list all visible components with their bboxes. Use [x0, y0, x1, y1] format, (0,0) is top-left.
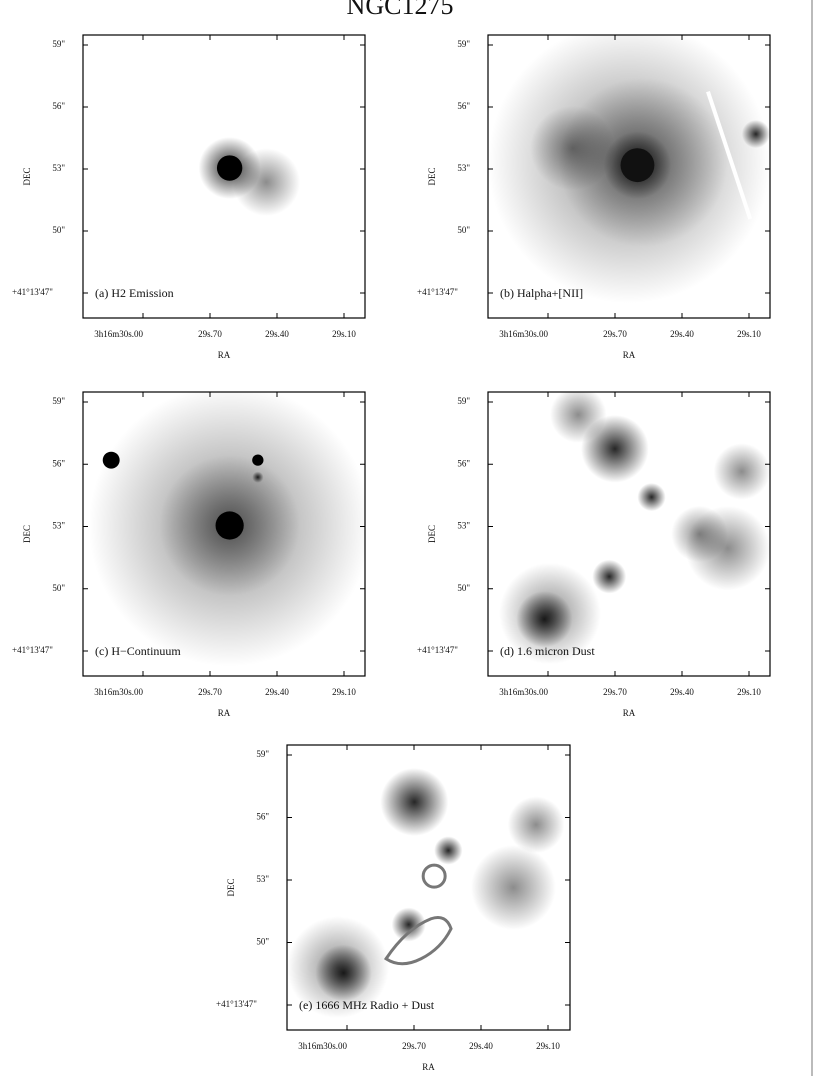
- y-axis-label: DEC: [226, 879, 236, 897]
- panel-frame: [286, 744, 571, 1031]
- panel-label: (c) H−Continuum: [95, 644, 181, 658]
- x-tick-label: 29s.10: [332, 329, 356, 339]
- x-tick-label: 29s.10: [737, 329, 761, 339]
- image-feature: [550, 392, 607, 443]
- image-feature: [252, 471, 264, 483]
- panel-label: (d) 1.6 micron Dust: [500, 644, 595, 658]
- y-tick-label: 50": [457, 583, 470, 593]
- x-axis-label: RA: [623, 350, 636, 360]
- y-tick-label: 50": [52, 583, 65, 593]
- image-feature: [713, 443, 770, 500]
- panel-label: (e) 1666 MHz Radio + Dust: [299, 998, 435, 1012]
- y-tick-label: 50": [457, 225, 470, 235]
- y-tick-label: 59": [457, 396, 470, 406]
- y-tick-label: +41°13'47": [12, 287, 53, 297]
- y-tick-label: 59": [457, 39, 470, 49]
- image-feature: [391, 907, 426, 942]
- panel: [499, 392, 770, 665]
- x-tick-label: 29s.70: [198, 687, 222, 697]
- x-tick-label: 29s.70: [603, 687, 627, 697]
- panel-label: (a) H2 Emission: [95, 286, 174, 300]
- image-feature: [530, 105, 615, 191]
- image-feature: [592, 559, 627, 594]
- y-axis-label: DEC: [427, 525, 437, 543]
- radio-contour: [383, 916, 453, 966]
- image-feature: [215, 511, 244, 540]
- x-tick-label: 29s.40: [469, 1041, 493, 1051]
- x-tick-label: 29s.70: [402, 1041, 426, 1051]
- panel-label: (b) Halpha+[NII]: [500, 286, 583, 300]
- x-tick-label: 3h16m30s.00: [94, 687, 143, 697]
- y-tick-label: 59": [52, 396, 65, 406]
- panel-frame: [82, 391, 366, 677]
- panel: [287, 768, 565, 1019]
- y-tick-label: 56": [457, 458, 470, 468]
- x-tick-label: 29s.10: [536, 1041, 560, 1051]
- y-tick-label: 53": [52, 521, 65, 531]
- x-tick-label: 29s.40: [670, 329, 694, 339]
- x-tick-label: 29s.40: [265, 329, 289, 339]
- x-tick-label: 3h16m30s.00: [298, 1041, 347, 1051]
- y-tick-label: 56": [457, 101, 470, 111]
- x-tick-label: 3h16m30s.00: [499, 329, 548, 339]
- y-tick-label: +41°13'47": [417, 645, 458, 655]
- x-axis-label: RA: [218, 708, 231, 718]
- y-tick-label: 53": [52, 163, 65, 173]
- y-tick-label: 56": [256, 812, 269, 822]
- image-feature: [470, 845, 556, 930]
- y-tick-label: +41°13'47": [12, 645, 53, 655]
- panel: [488, 35, 770, 304]
- panel-frame: [82, 34, 366, 319]
- y-tick-label: 56": [52, 458, 65, 468]
- image-feature: [252, 454, 264, 466]
- image-feature: [637, 482, 666, 512]
- x-tick-label: 29s.70: [603, 329, 627, 339]
- image-feature: [102, 451, 120, 469]
- image-feature: [380, 768, 449, 836]
- y-tick-label: 50": [52, 225, 65, 235]
- image-feature: [315, 944, 372, 1002]
- image-feature: [516, 591, 573, 648]
- image-feature: [434, 836, 463, 865]
- panel-frame: [487, 391, 771, 677]
- x-tick-label: 29s.40: [265, 687, 289, 697]
- panel: [88, 392, 365, 667]
- radio-contour: [421, 863, 447, 889]
- y-tick-label: 59": [52, 39, 65, 49]
- image-feature: [741, 119, 770, 149]
- image-feature: [685, 505, 770, 591]
- y-axis-label: DEC: [22, 525, 32, 543]
- y-tick-label: 53": [256, 874, 269, 884]
- x-tick-label: 29s.40: [670, 687, 694, 697]
- x-tick-label: 3h16m30s.00: [499, 687, 548, 697]
- y-axis-label: DEC: [427, 168, 437, 186]
- image-feature: [706, 90, 753, 220]
- y-tick-label: 50": [256, 937, 269, 947]
- y-tick-label: 59": [256, 749, 269, 759]
- panel-frame: [487, 34, 771, 319]
- image-feature: [620, 148, 655, 183]
- y-tick-label: 56": [52, 101, 65, 111]
- figure-title: NGC1275: [347, 0, 454, 20]
- panel: [198, 136, 301, 216]
- x-tick-label: 29s.10: [737, 687, 761, 697]
- image-feature: [232, 148, 301, 216]
- y-axis-label: DEC: [22, 168, 32, 186]
- x-tick-label: 3h16m30s.00: [94, 329, 143, 339]
- y-tick-label: 53": [457, 521, 470, 531]
- x-tick-label: 29s.10: [332, 687, 356, 697]
- y-tick-label: +41°13'47": [216, 999, 257, 1009]
- y-tick-label: +41°13'47": [417, 287, 458, 297]
- x-axis-label: RA: [218, 350, 231, 360]
- x-tick-label: 29s.70: [198, 329, 222, 339]
- image-feature: [507, 796, 565, 854]
- y-tick-label: 53": [457, 163, 470, 173]
- x-axis-label: RA: [422, 1062, 435, 1072]
- x-axis-label: RA: [623, 708, 636, 718]
